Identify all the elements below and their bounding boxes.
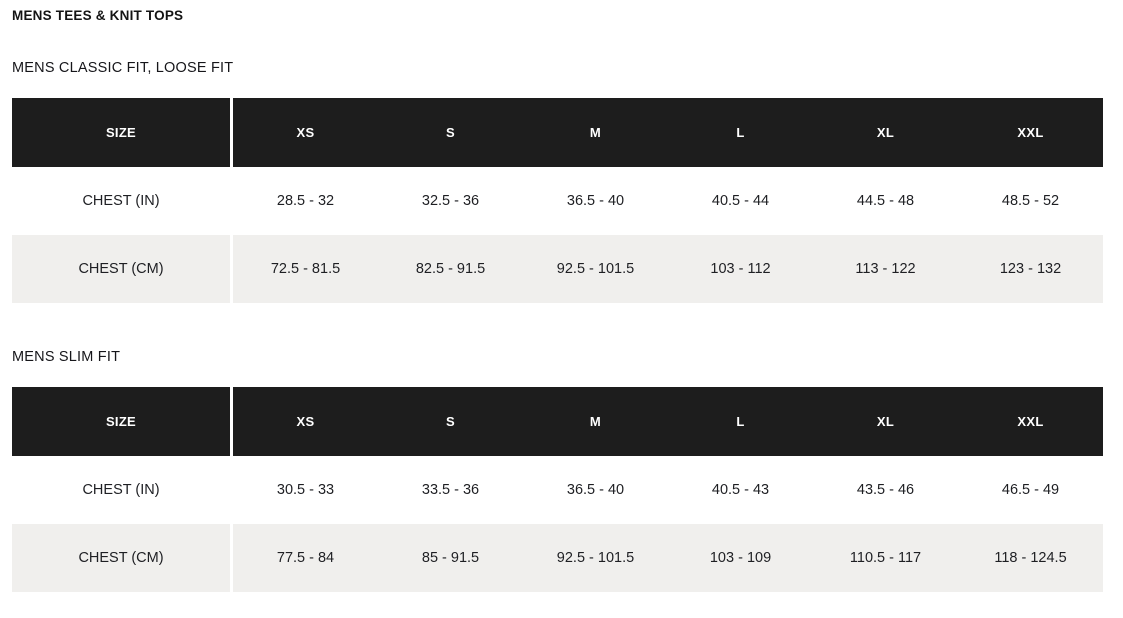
size-value-cell: 36.5 - 40 (566, 482, 625, 498)
table-row: CHEST (IN) 28.5 - 32 32.5 - 36 36.5 - 40 40.… (12, 167, 1103, 235)
page-title: MENS TEES & KNIT TOPS (12, 8, 184, 23)
size-value-cell: 43.5 - 46 (856, 482, 915, 498)
size-value-cell: 82.5 - 91.5 (415, 261, 486, 277)
size-value-cell: 30.5 - 33 (276, 482, 335, 498)
size-table: SIZE XS S M L XL XXL CHEST (IN) 30.5 - 33 33.5 -… (12, 387, 1103, 592)
size-value-cell: 40.5 - 44 (711, 193, 770, 209)
size-column-header: SIZE (12, 98, 233, 167)
size-value-cell: 33.5 - 36 (421, 482, 480, 498)
size-chart-section: MENS CLASSIC FIT, LOOSE FIT SIZE XS S M L XL X… (12, 60, 1103, 303)
size-value-cell: 40.5 - 43 (711, 482, 770, 498)
table-subtitle: MENS SLIM FIT (12, 349, 121, 365)
size-header-xxl: XXL (1017, 125, 1044, 140)
size-header-l: L (736, 125, 745, 140)
table-header-row: SIZE XS S M L XL XXL (12, 98, 1103, 167)
size-value-cell: 92.5 - 101.5 (556, 550, 635, 566)
size-chart-section: MENS SLIM FIT SIZE XS S M L XL XXL CHEST (IN) 3… (12, 349, 1103, 592)
size-value-cell: 28.5 - 32 (276, 193, 335, 209)
size-column-header: SIZE (12, 387, 233, 456)
size-value-cell: 46.5 - 49 (1001, 482, 1060, 498)
size-value-cell: 85 - 91.5 (421, 550, 480, 566)
size-header-xs: XS (296, 125, 315, 140)
table-subtitle: MENS CLASSIC FIT, LOOSE FIT (12, 60, 234, 76)
table-row: CHEST (IN) 30.5 - 33 33.5 - 36 36.5 - 40 40.… (12, 456, 1103, 524)
size-header-l: L (736, 414, 745, 429)
size-header-xl: XL (876, 414, 895, 429)
size-guide-page: MENS TEES & KNIT TOPS MENS CLASSIC FIT, … (12, 8, 1103, 592)
row-label: CHEST (CM) (12, 235, 233, 303)
table-row: CHEST (CM) 77.5 - 84 85 - 91.5 92.5 - 101.5… (12, 524, 1103, 592)
size-charts: MENS CLASSIC FIT, LOOSE FIT SIZE XS S M L XL X… (12, 60, 1103, 592)
size-value-cell: 48.5 - 52 (1001, 193, 1060, 209)
size-header-xs: XS (296, 414, 315, 429)
size-header-xxl: XXL (1017, 414, 1044, 429)
size-table: SIZE XS S M L XL XXL CHEST (IN) 28.5 - 32 32.5 -… (12, 98, 1103, 303)
size-value-cell: 44.5 - 48 (856, 193, 915, 209)
size-value-cell: 123 - 132 (999, 261, 1062, 277)
table-body: CHEST (IN) 30.5 - 33 33.5 - 36 36.5 - 40 40.… (12, 456, 1103, 592)
size-value-cell: 72.5 - 81.5 (270, 261, 341, 277)
size-value-cell: 77.5 - 84 (276, 550, 335, 566)
size-value-cell: 103 - 112 (710, 261, 771, 277)
size-value-cell: 92.5 - 101.5 (556, 261, 635, 277)
size-value-cell: 110.5 - 117 (849, 550, 922, 566)
size-value-cell: 32.5 - 36 (421, 193, 480, 209)
table-body: CHEST (IN) 28.5 - 32 32.5 - 36 36.5 - 40 40.… (12, 167, 1103, 303)
row-label: CHEST (CM) (12, 524, 233, 592)
size-value-cell: 118 - 124.5 (994, 550, 1067, 566)
row-label: CHEST (IN) (12, 456, 233, 524)
size-header-s: S (446, 125, 455, 140)
row-label: CHEST (IN) (12, 167, 233, 235)
size-header-m: M (589, 125, 602, 140)
size-value-cell: 113 - 122 (855, 261, 916, 277)
table-header-row: SIZE XS S M L XL XXL (12, 387, 1103, 456)
size-value-cell: 36.5 - 40 (566, 193, 625, 209)
size-header-xl: XL (876, 125, 895, 140)
size-value-cell: 103 - 109 (709, 550, 772, 566)
table-row: CHEST (CM) 72.5 - 81.5 82.5 - 91.5 92.5 - 1… (12, 235, 1103, 303)
size-header-s: S (446, 414, 455, 429)
size-header-m: M (589, 414, 602, 429)
